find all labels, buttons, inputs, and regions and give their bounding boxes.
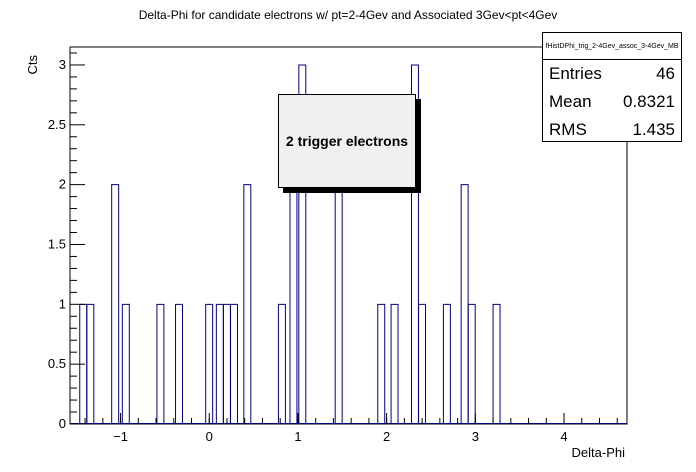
x-axis-label: Delta-Phi: [572, 445, 626, 460]
y-tick-label: 0: [59, 416, 66, 431]
histogram-bin-7: [205, 303, 214, 424]
y-tick-label: 1: [59, 296, 66, 311]
x-tick-label: −1: [113, 429, 128, 444]
x-tick-label: 1: [294, 429, 301, 444]
histogram-bin-1: [86, 303, 95, 424]
x-tick-label: 2: [383, 429, 390, 444]
stats-mean-value: 0.8321: [623, 92, 675, 111]
x-tick-label: 0: [206, 429, 213, 444]
annotation-text: 2 trigger electrons: [285, 133, 409, 149]
histogram-bin-5: [156, 303, 165, 424]
stats-entries-value: 46: [656, 64, 675, 83]
stats-row-mean: Mean 0.8321: [543, 88, 681, 116]
histogram-bin-16: [377, 303, 386, 424]
y-tick-label: 1.5: [48, 236, 66, 251]
x-tick-label: 3: [472, 429, 479, 444]
stats-row-rms: RMS 1.435: [543, 116, 681, 144]
histogram-bin-22: [467, 303, 476, 424]
histogram-bin-15: [334, 184, 343, 424]
histogram-bin-4: [121, 303, 130, 424]
histogram-bin-9: [222, 303, 231, 424]
y-axis-label: Cts: [25, 55, 40, 75]
histogram-bin-10: [230, 303, 238, 424]
histogram-bin-11: [243, 184, 252, 424]
stats-mean-label: Mean: [549, 92, 592, 111]
y-tick-label: 2: [59, 177, 66, 192]
y-tick-label: 0.5: [48, 356, 66, 371]
y-tick-label: 3: [59, 57, 66, 72]
histogram-bin-13: [289, 184, 298, 424]
stats-rms-value: 1.435: [632, 120, 675, 139]
stats-histogram-name: fHistDPhi_trig_2-4Gev_assoc_3-4Gev_MB: [543, 33, 681, 60]
histogram-bin-20: [442, 303, 451, 424]
chart-title: Delta-Phi for candidate electrons w/ pt=…: [138, 8, 558, 22]
histogram-bin-6: [175, 303, 184, 424]
x-tick-label: 4: [560, 429, 567, 444]
histogram-bin-2: [111, 184, 120, 424]
stats-entries-label: Entries: [549, 64, 602, 83]
histogram-bin-17: [390, 303, 399, 424]
stats-rms-label: RMS: [549, 120, 587, 139]
stats-row-entries: Entries 46: [543, 60, 681, 88]
histogram-bin-19: [418, 303, 427, 424]
y-tick-label: 2.5: [48, 117, 66, 132]
histogram-bin-14: [298, 64, 307, 424]
histogram-bin-18: [410, 64, 419, 424]
histogram-bin-23: [492, 303, 501, 424]
stats-box: fHistDPhi_trig_2-4Gev_assoc_3-4Gev_MB En…: [542, 32, 682, 142]
histogram-bin-8: [215, 303, 224, 424]
histogram-bin-12: [277, 303, 286, 424]
annotation-box: 2 trigger electrons: [278, 94, 416, 188]
histogram-bin-21: [460, 184, 469, 424]
